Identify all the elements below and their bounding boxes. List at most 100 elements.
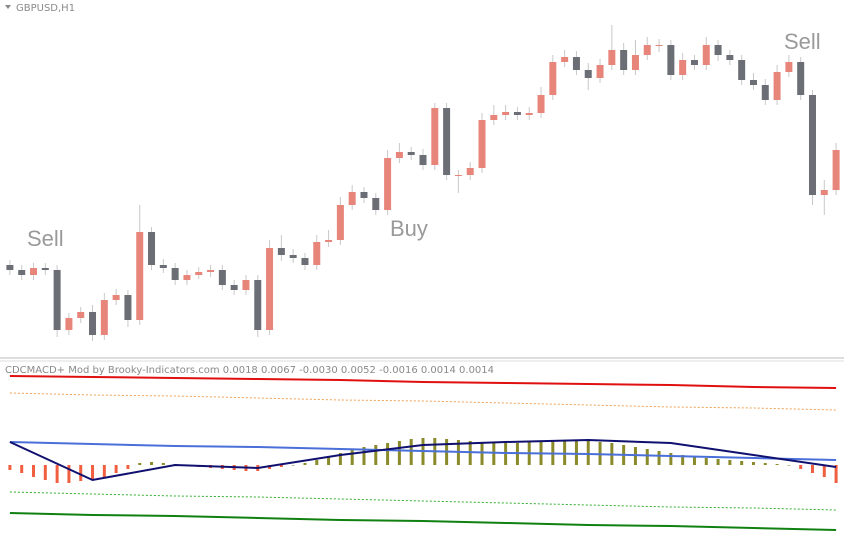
histogram-bar (43, 465, 47, 480)
histogram-bar (350, 449, 354, 465)
histogram-bar (114, 465, 118, 473)
candle-body (643, 45, 651, 55)
histogram-bar (138, 463, 142, 465)
histogram-bar (327, 457, 331, 465)
candle-body (289, 255, 297, 258)
histogram-bar (374, 445, 378, 465)
histogram-bar (102, 465, 106, 477)
candle-body (242, 280, 250, 290)
candle-body (218, 270, 226, 285)
candle-body (561, 57, 569, 62)
histogram-bar (716, 459, 720, 465)
candle-body (655, 45, 663, 46)
histogram-bar (20, 465, 24, 473)
annotation: Sell (784, 29, 821, 54)
candle-body (124, 295, 132, 320)
candle-body (148, 232, 156, 265)
candle-body (254, 280, 262, 330)
candle-body (679, 60, 687, 75)
candle-body (407, 152, 415, 155)
histogram-bar (551, 440, 555, 465)
histogram-bar (657, 451, 661, 465)
indicator-line (9, 441, 837, 461)
histogram-bar (492, 443, 496, 465)
histogram-bar (161, 463, 165, 465)
candle-body (183, 275, 191, 280)
histogram-bar (291, 465, 295, 466)
candle-body (702, 45, 710, 65)
histogram-bar (822, 465, 826, 477)
candle-body (171, 268, 179, 280)
histogram-bar (834, 465, 838, 483)
candle-body (395, 152, 403, 158)
histogram-bar (751, 462, 755, 465)
candle-body (572, 57, 580, 70)
candle-body (738, 60, 746, 80)
histogram-bar (799, 465, 803, 469)
candle-body (336, 205, 344, 240)
histogram-bar (787, 465, 791, 466)
histogram-bar (126, 465, 130, 469)
histogram-bar (386, 443, 390, 465)
histogram-bar (692, 457, 696, 465)
histogram-bar (681, 455, 685, 465)
histogram-bar (563, 440, 567, 465)
histogram-bar (763, 463, 767, 465)
histogram-bar (32, 465, 36, 477)
candle-body (30, 268, 38, 275)
candle-body (348, 192, 356, 205)
candle-body (808, 95, 816, 195)
indicator-line (9, 512, 837, 531)
candle-body (325, 240, 333, 242)
candle-body (726, 55, 734, 60)
candle-body (584, 70, 592, 78)
candle-body (513, 112, 521, 115)
symbol-label: GBPUSD,H1 (16, 3, 75, 14)
candle-body (773, 72, 781, 100)
candle-body (112, 295, 120, 300)
candle-body (372, 198, 380, 210)
histogram-bar (480, 442, 484, 465)
histogram-bar (8, 465, 12, 470)
candle-body (502, 112, 510, 115)
candle-body (195, 272, 203, 275)
candle-body (18, 270, 26, 275)
histogram-bar (645, 449, 649, 465)
histogram-bar (504, 443, 508, 465)
candle-body (266, 248, 274, 330)
histogram-bar (775, 464, 779, 465)
candle-body (136, 232, 144, 320)
candle-body (832, 150, 840, 190)
indicator-label: CDCMACD+ Mod by Brooky-Indicators.com 0.… (5, 365, 494, 376)
candle-body (89, 312, 97, 335)
candle-body (749, 80, 757, 85)
histogram-bar (279, 465, 283, 467)
candle-body (207, 270, 215, 272)
histogram-bar (362, 447, 366, 465)
candle-body (431, 108, 439, 165)
candle-body (785, 62, 793, 72)
histogram-bar (79, 465, 83, 481)
histogram-bar (704, 458, 708, 465)
candle-body (53, 270, 61, 330)
histogram-bar (740, 461, 744, 465)
candle-body (525, 113, 533, 115)
menu-arrow (5, 5, 11, 9)
candle-body (454, 175, 462, 176)
candle-body (596, 65, 604, 78)
candle-body (620, 50, 628, 70)
annotation: Sell (27, 226, 64, 251)
histogram-bar (150, 462, 154, 465)
candle-body (478, 120, 486, 168)
indicator-line (9, 438, 837, 482)
histogram-bar (810, 465, 814, 473)
histogram-bar (67, 465, 71, 483)
candle-body (419, 155, 427, 165)
candle-body (277, 248, 285, 255)
candle-body (6, 265, 14, 270)
candle-body (667, 45, 675, 75)
candle-body (820, 190, 828, 195)
candle-body (41, 268, 49, 270)
candle-body (549, 62, 557, 95)
